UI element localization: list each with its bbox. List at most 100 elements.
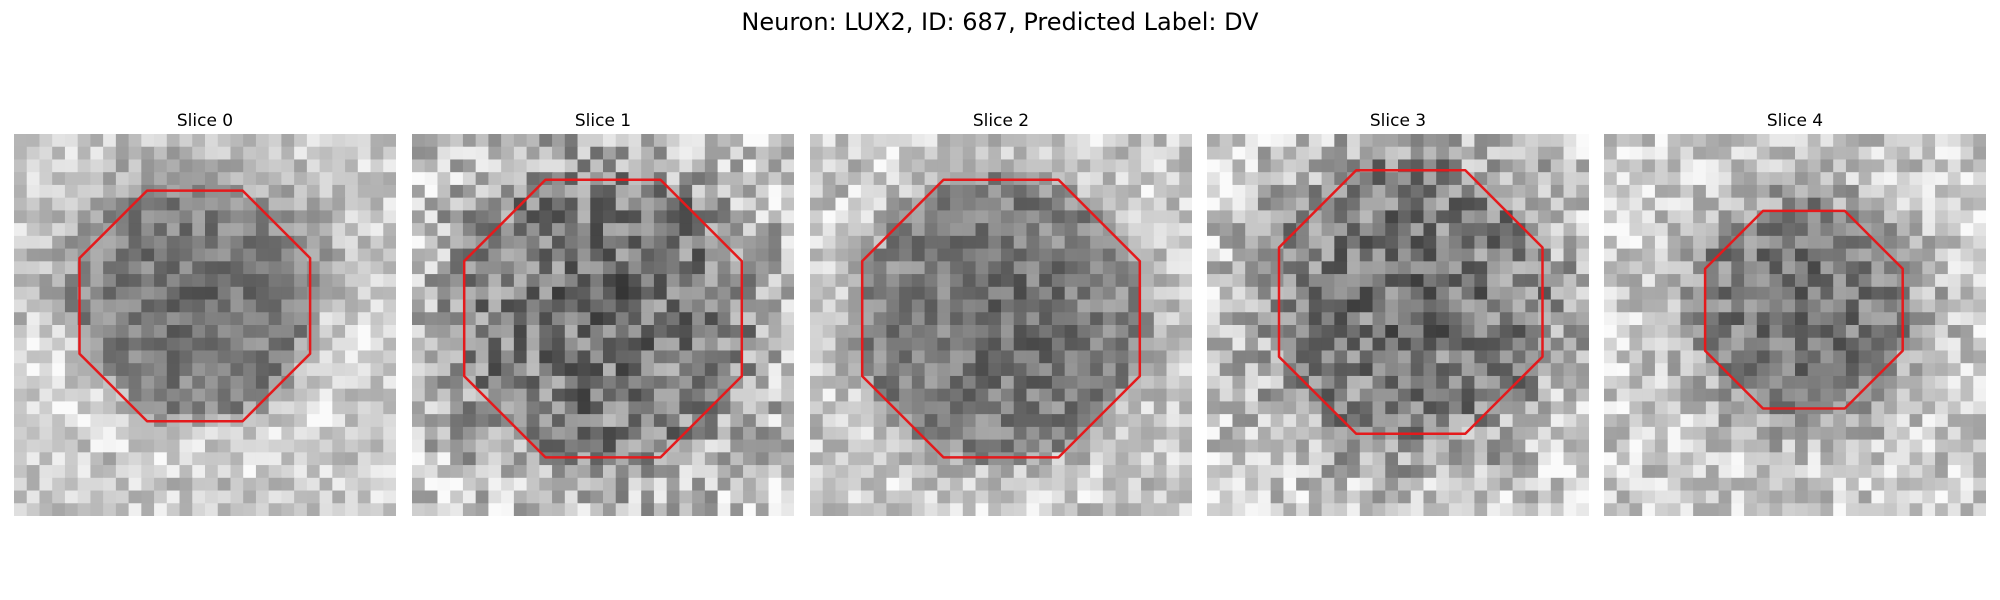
pixel [437, 439, 451, 453]
pixel [52, 401, 66, 415]
pixel [1026, 146, 1040, 161]
pixel [886, 159, 900, 173]
pixel [450, 426, 464, 441]
pixel [1769, 414, 1783, 428]
pixel [1973, 223, 1986, 237]
pixel [1179, 159, 1192, 173]
pixel [1334, 452, 1348, 466]
pixel [1576, 134, 1589, 148]
pixel [1077, 184, 1091, 199]
pixel [768, 134, 782, 148]
pixel [205, 490, 219, 504]
pixel [437, 490, 451, 504]
pixel [383, 465, 396, 479]
pixel [14, 439, 28, 453]
pixel [564, 401, 579, 415]
pixel [1166, 401, 1180, 415]
pixel [513, 363, 528, 377]
pixel [90, 414, 104, 428]
pixel [822, 363, 837, 377]
pixel [590, 490, 604, 504]
pixel [205, 452, 219, 466]
pixel [217, 159, 232, 173]
pixel [1245, 465, 1259, 479]
pixel [1013, 312, 1028, 326]
pixel [1858, 363, 1872, 377]
pixel [243, 274, 257, 288]
pixel [230, 452, 244, 466]
pixel [437, 337, 451, 352]
pixel [39, 184, 53, 199]
pixel [1245, 477, 1259, 492]
pixel [1090, 503, 1104, 516]
pixel [1845, 312, 1860, 326]
pixel [1795, 426, 1809, 441]
pixel [1782, 172, 1796, 186]
pixel [1667, 184, 1681, 199]
pixel [1833, 350, 1847, 364]
pixel [1922, 223, 1936, 237]
pixel [1077, 172, 1091, 186]
pixel [1245, 235, 1259, 250]
pixel [899, 363, 913, 377]
pixel [1257, 274, 1272, 288]
pixel [1179, 274, 1192, 288]
pixel [1499, 490, 1514, 504]
pixel [501, 312, 515, 326]
pixel [1858, 490, 1872, 504]
pixel [1629, 261, 1643, 275]
pixel [255, 337, 270, 352]
pixel [1179, 210, 1192, 224]
pixel [679, 439, 693, 453]
pixel [1642, 414, 1656, 428]
pixel [1064, 210, 1078, 224]
pixel [166, 134, 181, 148]
pixel [1820, 414, 1834, 428]
pixel [1616, 439, 1631, 453]
pixel [154, 350, 168, 364]
pixel [1283, 350, 1297, 364]
pixel [577, 350, 591, 364]
pixel [462, 210, 477, 224]
pixel [1064, 337, 1078, 352]
pixel [154, 134, 168, 148]
pixel [424, 388, 439, 402]
pixel [1680, 414, 1694, 428]
pixel [179, 325, 193, 339]
pixel [1334, 223, 1348, 237]
pixel [564, 248, 579, 262]
pixel [1283, 426, 1297, 441]
pixel [1245, 452, 1259, 466]
pixel [1642, 439, 1656, 453]
pixel [704, 337, 719, 352]
slice-image [1207, 134, 1589, 516]
pixel [950, 312, 964, 326]
pixel [666, 477, 680, 492]
pixel [1576, 465, 1589, 479]
pixel [230, 363, 244, 377]
pixel [1296, 375, 1310, 390]
pixel [1398, 146, 1412, 161]
pixel [268, 184, 282, 199]
pixel [1871, 452, 1885, 466]
pixel [230, 503, 244, 516]
pixel [77, 172, 91, 186]
pixel [1026, 465, 1040, 479]
pixel [1654, 325, 1669, 339]
pixel [692, 503, 706, 516]
pixel [1820, 286, 1834, 301]
pixel [1896, 490, 1911, 504]
pixel [603, 350, 617, 364]
pixel [332, 325, 346, 339]
pixel [1166, 439, 1180, 453]
pixel [899, 337, 913, 352]
pixel [243, 337, 257, 352]
pixel [1935, 159, 1949, 173]
pixel [345, 503, 359, 516]
pixel [822, 439, 837, 453]
pixel [424, 401, 439, 415]
pixel [937, 350, 951, 364]
pixel [450, 312, 464, 326]
pixel [1550, 146, 1565, 161]
pixel [192, 490, 206, 504]
